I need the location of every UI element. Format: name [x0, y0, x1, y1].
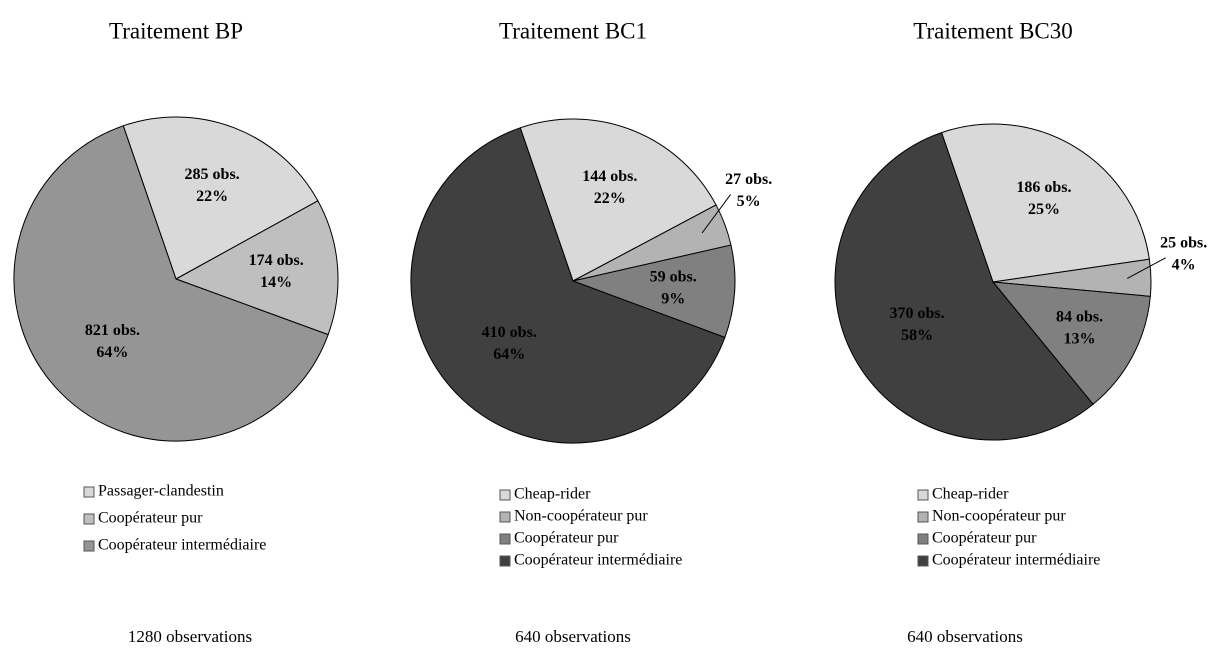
- data-label: 22%: [594, 190, 626, 207]
- legend-label: Coopérateur intermédiaire: [932, 552, 1100, 569]
- data-label: 59 obs.: [650, 268, 697, 285]
- note: 640 observations: [907, 627, 1023, 646]
- legend-label: Cheap-rider: [932, 486, 1009, 503]
- data-label: 84 obs.: [1056, 309, 1103, 326]
- data-label: 5%: [737, 193, 761, 210]
- legend-swatch: [917, 533, 929, 545]
- legend-swatch: [917, 511, 929, 523]
- legend-swatch: [917, 489, 929, 501]
- leader-line: [1127, 257, 1166, 279]
- legend-swatch: [499, 511, 511, 523]
- data-label: 27 obs.: [725, 171, 772, 188]
- data-label: 174 obs.: [249, 252, 304, 269]
- data-label: 13%: [1064, 331, 1096, 348]
- legend-label: Passager-clandestin: [98, 483, 224, 500]
- pie-slice: [13, 125, 329, 442]
- pie-slice: [571, 244, 736, 339]
- data-label: 25 obs.: [1160, 234, 1207, 251]
- data-label: 9%: [661, 290, 685, 307]
- data-label: 22%: [196, 188, 228, 205]
- note: 640 observations: [515, 627, 631, 646]
- legend-swatch: [499, 533, 511, 545]
- data-label: 186 obs.: [1016, 179, 1071, 196]
- legend-swatch: [499, 489, 511, 501]
- legend-swatch: [499, 555, 511, 567]
- pie-slice: [519, 118, 717, 282]
- legend-label: Coopérateur intermédiaire: [98, 537, 266, 554]
- leader-line: [701, 194, 732, 234]
- data-label: 14%: [260, 274, 292, 291]
- chart-title: Traitement BC30: [913, 18, 1073, 43]
- data-label: 410 obs.: [482, 324, 537, 341]
- note: 1280 observations: [128, 627, 252, 646]
- data-label: 64%: [493, 346, 525, 363]
- legend-label: Non-coopérateur pur: [932, 508, 1066, 525]
- legend-label: Coopérateur pur: [514, 530, 619, 547]
- data-label: 64%: [96, 344, 128, 361]
- pie-slice: [410, 127, 726, 444]
- legend-label: Cheap-rider: [514, 486, 591, 503]
- pie-slice: [122, 116, 319, 280]
- data-label: 144 obs.: [582, 168, 637, 185]
- legend-swatch: [83, 486, 95, 498]
- legend-swatch: [83, 513, 95, 525]
- legend-swatch: [83, 540, 95, 552]
- legend-label: Coopérateur intermédiaire: [514, 552, 682, 569]
- pie-slice: [174, 200, 339, 336]
- pie-slice: [834, 131, 1094, 441]
- legend-label: Coopérateur pur: [98, 510, 203, 527]
- data-label: 25%: [1028, 201, 1060, 218]
- data-label: 4%: [1172, 256, 1196, 273]
- pie-slice: [940, 123, 1150, 283]
- data-label: 285 obs.: [185, 166, 240, 183]
- pie-slice: [991, 281, 1151, 405]
- chart-title: Traitement BC1: [499, 18, 647, 43]
- legend-swatch: [917, 555, 929, 567]
- data-label: 821 obs.: [85, 322, 140, 339]
- legend-label: Coopérateur pur: [932, 530, 1037, 547]
- data-label: 58%: [901, 327, 933, 344]
- data-label: 370 obs.: [890, 305, 945, 322]
- legend-label: Non-coopérateur pur: [514, 508, 648, 525]
- chart-title: Traitement BP: [109, 18, 243, 43]
